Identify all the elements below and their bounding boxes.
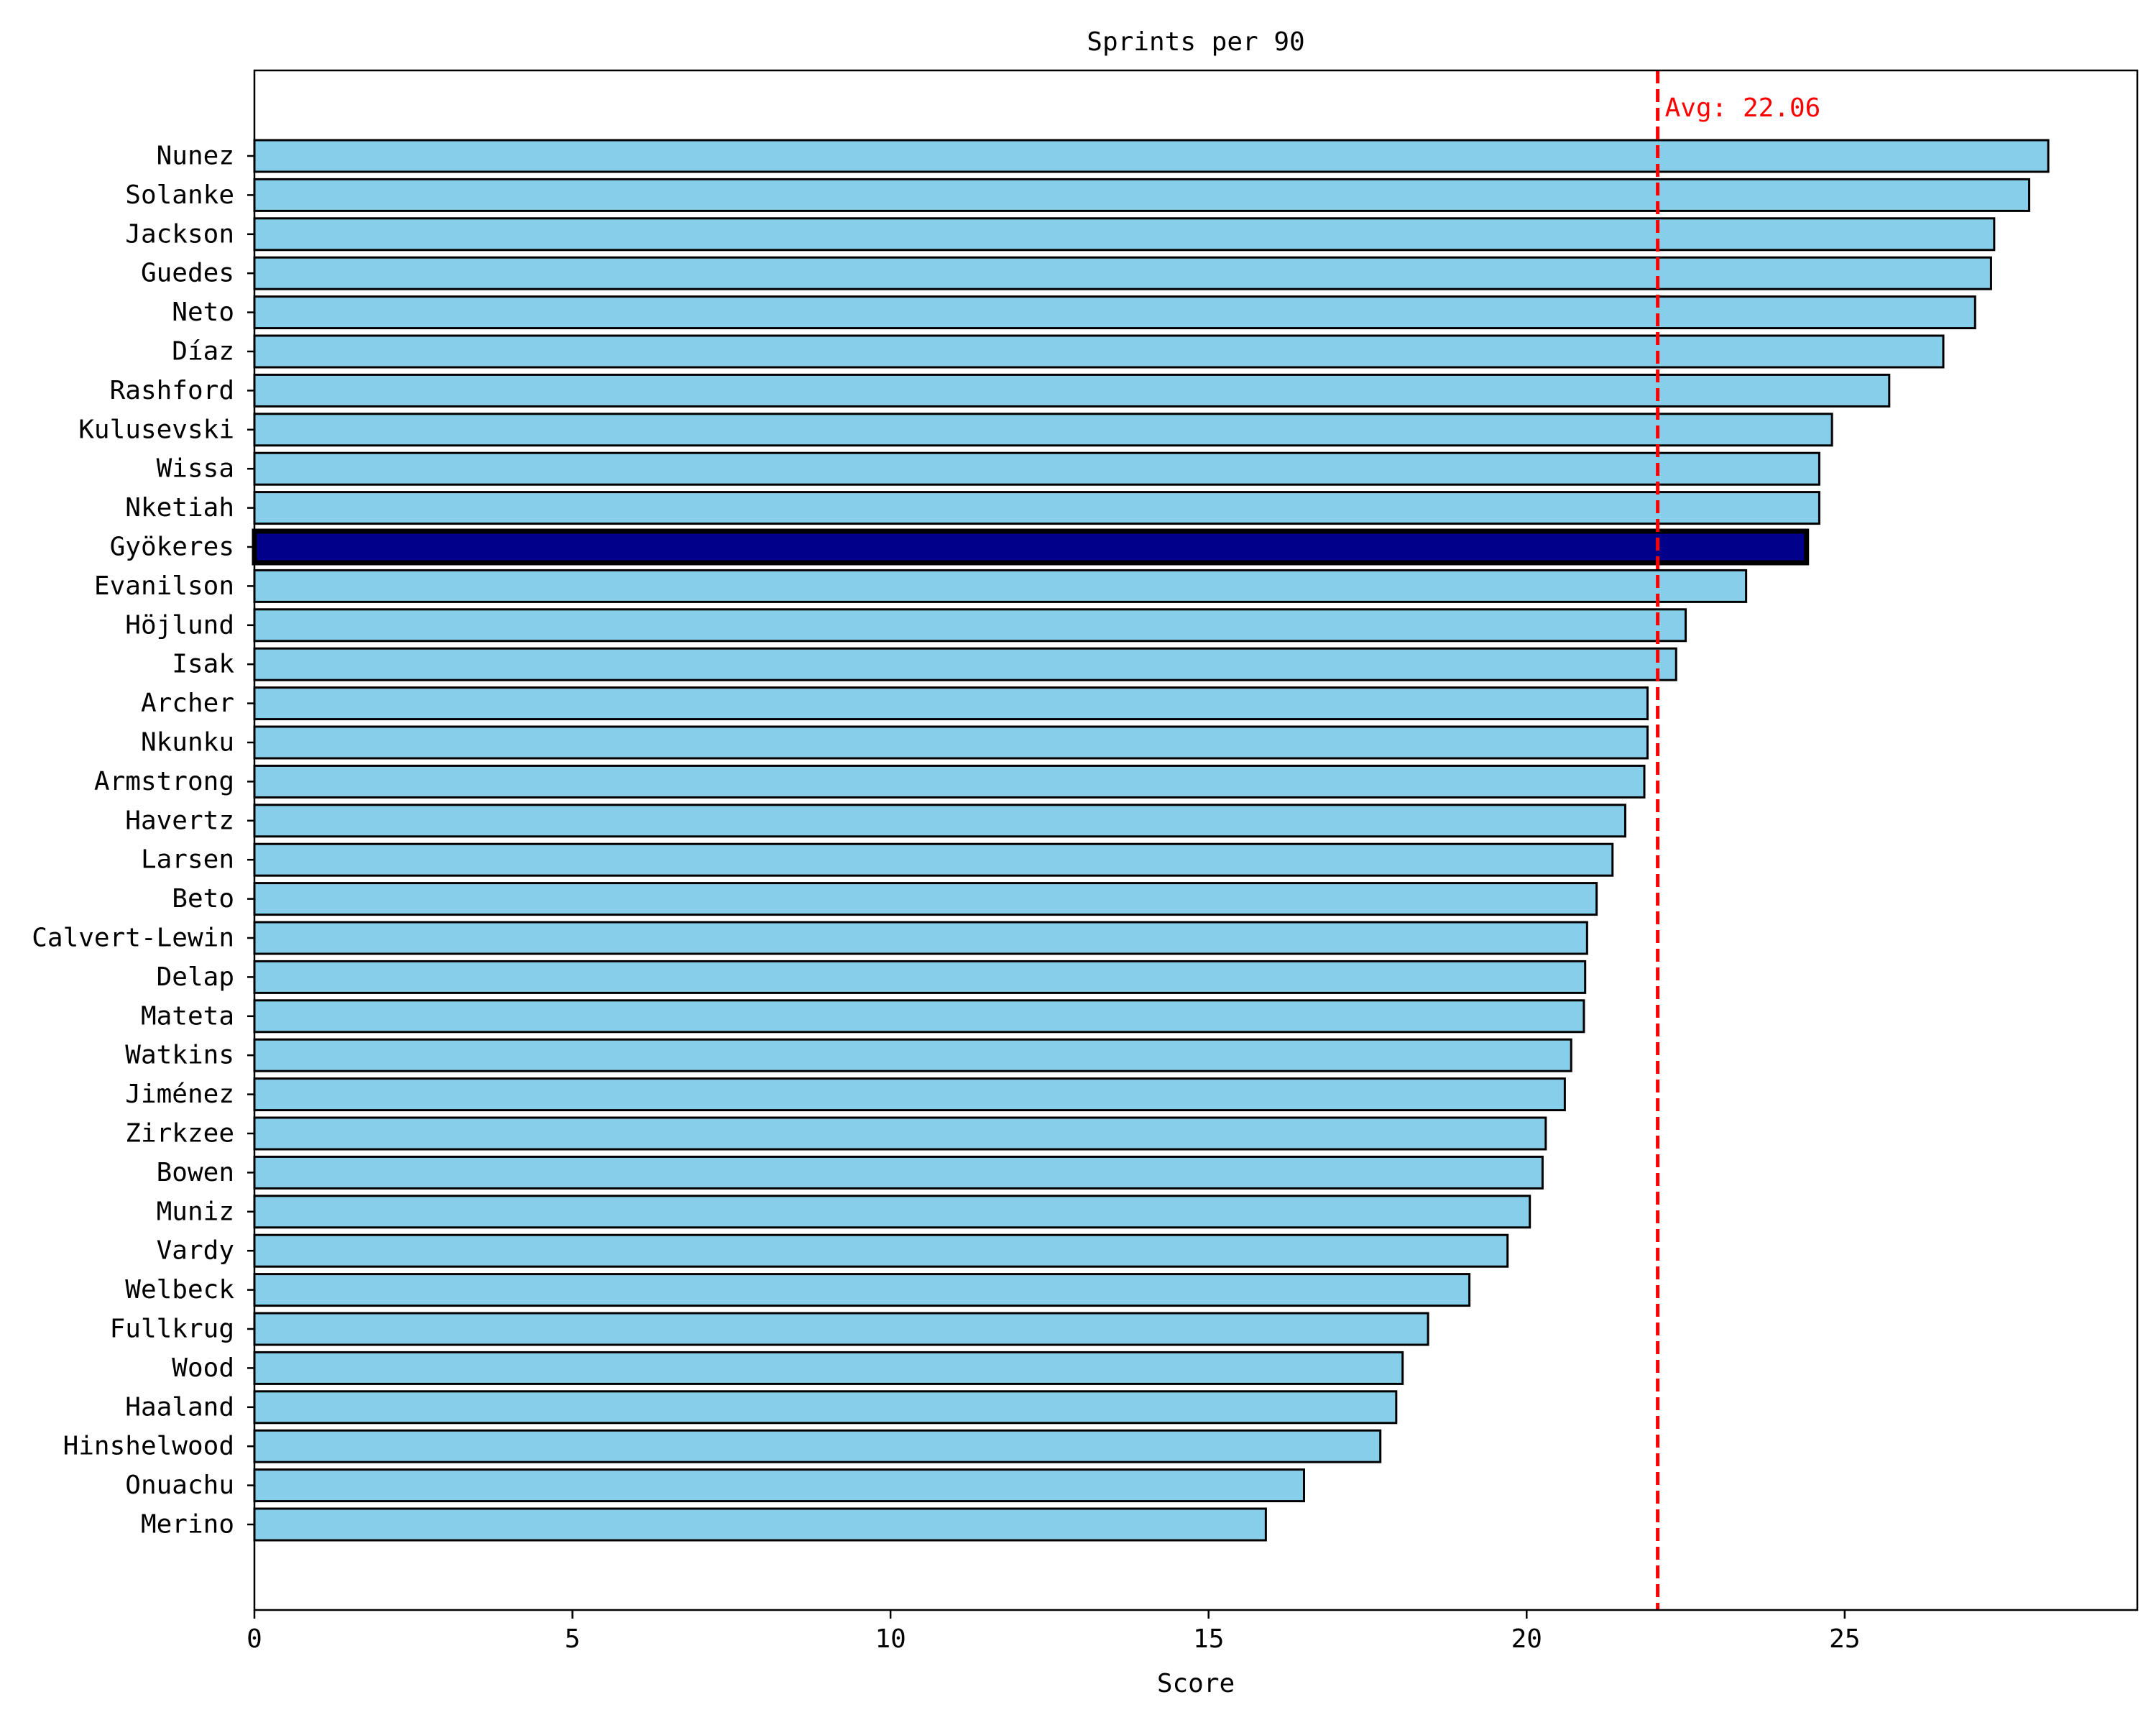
bar-wissa [253, 451, 1820, 486]
bar-haaland [253, 1390, 1398, 1425]
bar-zirkzee [253, 1116, 1547, 1151]
bar-armstrong [253, 764, 1646, 799]
y-tick-label: Armstrong [94, 767, 234, 796]
y-tick-label: Isak [172, 650, 234, 679]
bar-evanilson [253, 569, 1748, 603]
bar-havertz [253, 804, 1626, 838]
y-tick-label: Havertz [125, 806, 234, 835]
average-label: Avg: 22.06 [1665, 93, 1821, 123]
y-tick-label: Fullkrug [110, 1315, 234, 1344]
bar-guedes [253, 256, 1992, 290]
bar-hojlund [253, 608, 1687, 643]
x-tick-label: 15 [1193, 1624, 1224, 1654]
y-tick-label: Haaland [125, 1392, 234, 1422]
y-tick-label: Höjlund [125, 610, 234, 640]
bar-gyokeres [252, 528, 1810, 566]
y-tick-label: Zirkzee [125, 1119, 234, 1149]
y-tick-label: Muniz [157, 1197, 234, 1226]
y-tick-label: Larsen [141, 845, 234, 875]
bar-bowen [253, 1155, 1544, 1190]
bar-larsen [253, 842, 1614, 877]
y-tick-label: Rashford [110, 376, 234, 405]
bar-jimenez [253, 1077, 1566, 1112]
bar-nkunku [253, 725, 1649, 760]
y-tick-label: Watkins [125, 1041, 234, 1070]
plot-frame [253, 69, 2139, 1611]
bar-calvert-lewin [253, 921, 1588, 955]
bars-group [252, 139, 2050, 1542]
bar-jackson [253, 217, 1996, 252]
y-tick-label: Delap [157, 962, 234, 992]
bar-fullkrug [253, 1312, 1429, 1346]
x-tick-label: 5 [565, 1624, 581, 1654]
bar-kulusevski [253, 413, 1833, 447]
y-tick-label: Archer [141, 689, 234, 718]
bar-merino [253, 1507, 1267, 1542]
y-tick-label: Nkunku [141, 728, 234, 758]
bar-vardy [253, 1233, 1509, 1268]
y-tick-label: Díaz [172, 337, 234, 367]
chart-title: Sprints per 90 [1087, 27, 1304, 57]
x-tick-label: 25 [1829, 1624, 1860, 1654]
bar-solanke [253, 178, 2031, 212]
y-tick-label: Wood [172, 1353, 234, 1383]
y-tick-label: Beto [172, 884, 234, 914]
bar-hinshelwood [253, 1429, 1382, 1463]
y-tick-label: Evanilson [94, 571, 234, 601]
bar-muniz [253, 1195, 1531, 1229]
y-tick-label: Onuachu [125, 1471, 234, 1500]
y-tick-label: Bowen [157, 1158, 234, 1187]
y-tick-label: Jiménez [125, 1080, 234, 1109]
bar-nunez [253, 139, 2050, 173]
y-tick-label: Neto [172, 298, 234, 327]
y-tick-label: Nunez [157, 142, 234, 171]
y-tick-label: Mateta [141, 1001, 234, 1031]
bar-nketiah [253, 491, 1820, 525]
y-tick-label: Solanke [125, 180, 234, 210]
y-tick-label: Gyökeres [110, 533, 234, 562]
bar-rashford [253, 373, 1891, 408]
x-axis-label: Score [1157, 1669, 1235, 1698]
y-tick-label: Kulusevski [78, 415, 234, 444]
bar-isak [253, 647, 1677, 681]
y-tick-label: Merino [141, 1510, 234, 1540]
y-tick-label: Vardy [157, 1236, 234, 1266]
bar-welbeck [253, 1273, 1471, 1307]
y-tick-labels: Nunez Solanke Jackson Guedes Neto Díaz Rashfor… [32, 142, 254, 1540]
x-tick-label: 20 [1511, 1624, 1542, 1654]
y-tick-label: Calvert-Lewin [32, 924, 234, 953]
x-tick-label: 0 [247, 1624, 262, 1654]
bar-neto [253, 295, 1976, 330]
bar-mateta [253, 999, 1585, 1034]
bar-archer [253, 686, 1649, 721]
bar-wood [253, 1351, 1404, 1385]
bar-onuachu [253, 1468, 1305, 1503]
x-axis-ticks: 0 5 10 15 20 25 [247, 1610, 1861, 1654]
x-tick-label: 10 [875, 1624, 906, 1654]
bar-diaz [253, 334, 1945, 369]
y-tick-label: Welbeck [125, 1275, 234, 1305]
y-tick-label: Wissa [157, 454, 234, 484]
y-tick-label: Guedes [141, 259, 234, 288]
bar-watkins [253, 1038, 1572, 1072]
y-tick-label: Jackson [125, 219, 234, 249]
y-tick-label: Nketiah [125, 493, 234, 523]
y-tick-label: Hinshelwood [63, 1432, 234, 1461]
bar-beto [253, 882, 1598, 916]
bar-delap [253, 960, 1587, 994]
